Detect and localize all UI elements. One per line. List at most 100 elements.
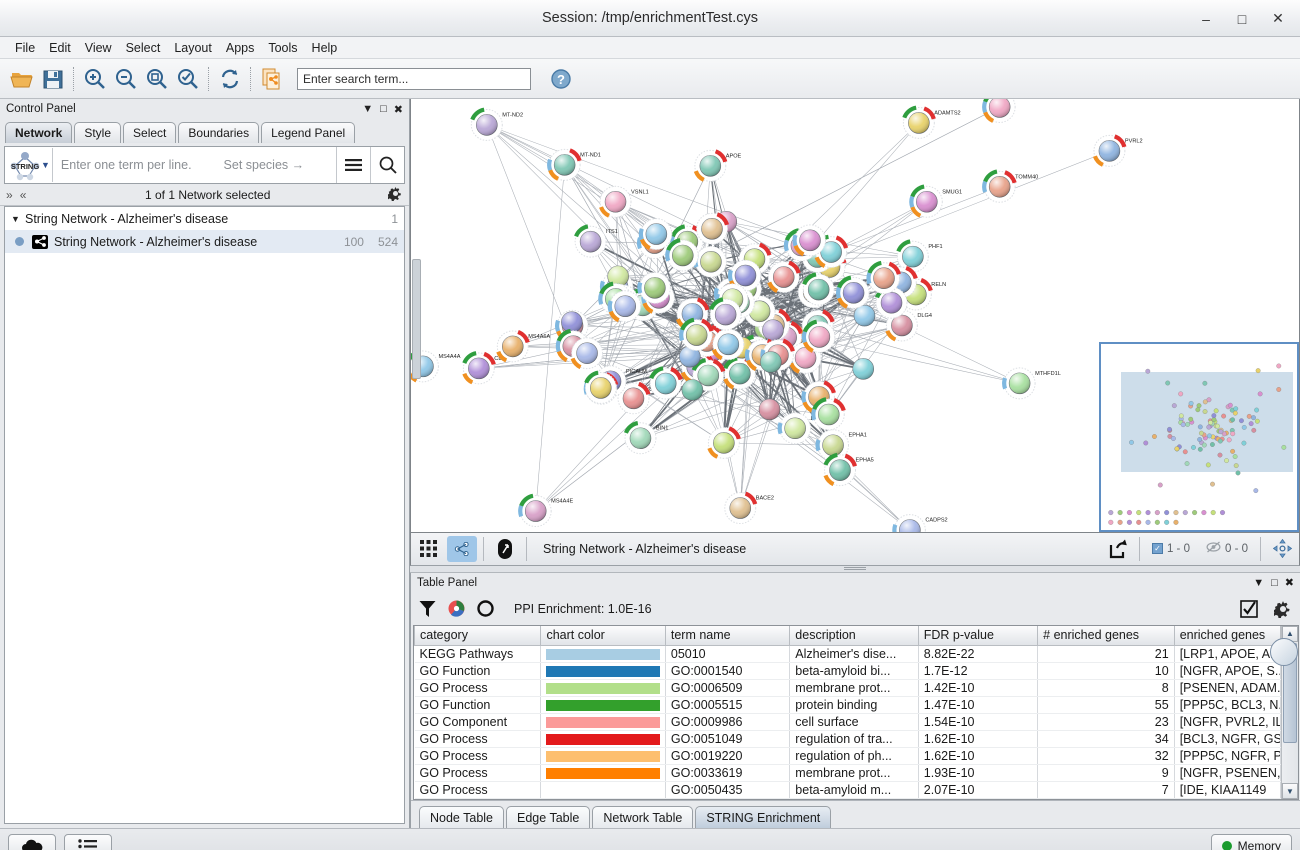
selected-node-counter[interactable]: ✓ 1 - 0 [1144,543,1198,555]
network-node[interactable]: TFAM [982,99,1030,123]
network-node[interactable] [561,311,583,333]
network-node[interactable] [853,304,876,327]
network-node[interactable]: VSNL1 [599,185,649,218]
network-node[interactable]: CADPS2 [892,514,948,533]
network-node[interactable] [758,398,781,421]
collapse-all-icon[interactable]: » [6,187,14,202]
panel-splitter[interactable] [410,565,1300,573]
control-panel-float-icon[interactable]: □ [380,103,387,115]
gear-icon[interactable] [387,186,403,204]
tab-boundaries[interactable]: Boundaries [178,122,260,143]
network-node[interactable] [875,285,908,319]
save-icon[interactable] [37,63,68,94]
network-node[interactable] [679,345,701,368]
network-node[interactable]: BIN1 [623,420,668,455]
minimap-viewport-rect[interactable] [1121,371,1293,472]
table-row[interactable]: GO Process GO:0050435 beta-amyloid m... 2.0… [414,781,1282,799]
tab-network-table[interactable]: Network Table [592,806,694,828]
tree-expand-caret-icon[interactable]: ▼ [11,213,20,224]
menu-apps[interactable]: Apps [225,40,255,55]
network-node[interactable]: MS4A6A [496,329,551,363]
table-row[interactable]: GO Function GO:0001540 beta-amyloid bi... 1… [414,662,1282,680]
column-header-description[interactable]: description [789,625,919,646]
maximize-button[interactable]: □ [1237,10,1247,27]
tab-legend-panel[interactable]: Legend Panel [261,122,356,143]
share-network-icon[interactable] [256,63,287,94]
network-node[interactable] [693,245,727,278]
network-node[interactable]: SMUG1 [909,184,962,218]
minimize-button[interactable]: – [1202,10,1210,27]
network-tree-group-row[interactable]: ▼ String Network - Alzheimer's disease 1 [5,207,404,230]
network-node[interactable]: ADAMTS2 [902,105,961,139]
column-header-fdr-p-value[interactable]: FDR p-value [917,625,1039,646]
zoom-in-icon[interactable] [79,63,110,94]
menu-layout[interactable]: Layout [174,40,212,55]
scrollbar-knob[interactable] [1270,637,1298,666]
gear-icon[interactable] [1274,600,1292,618]
table-row[interactable]: GO Process GO:0019220 regulation of ph... 1… [414,747,1282,765]
tab-select[interactable]: Select [123,122,177,143]
donut-chart-icon[interactable] [477,600,494,617]
hamburger-icon[interactable] [336,147,370,183]
menu-edit[interactable]: Edit [49,40,71,55]
table-row[interactable]: GO Process GO:0006509 membrane prot... 1.42… [414,679,1282,697]
pointer-icon[interactable] [490,536,520,562]
column-header-term-name[interactable]: term name [664,625,791,646]
help-icon[interactable]: ? [545,63,576,94]
zoom-out-icon[interactable] [110,63,141,94]
network-node[interactable] [665,238,699,272]
network-node[interactable] [637,271,671,304]
network-node[interactable] [801,319,836,353]
menu-file[interactable]: File [15,40,36,55]
table-panel-dropdown-icon[interactable]: ▼ [1253,576,1265,589]
menu-tools[interactable]: Tools [268,40,298,55]
menu-view[interactable]: View [84,40,112,55]
network-node[interactable] [638,218,673,251]
network-node[interactable] [709,297,742,331]
network-node[interactable] [607,265,629,288]
network-node[interactable]: MTHFD1L [1002,367,1061,400]
network-node[interactable]: PHF1 [896,239,943,273]
network-tree-item-row[interactable]: String Network - Alzheimer's disease 100… [5,230,404,253]
export-image-icon[interactable] [1103,536,1133,562]
network-node[interactable] [607,290,642,323]
network-node[interactable] [792,224,826,257]
network-node[interactable] [711,328,745,361]
network-node[interactable] [767,260,801,294]
table-vertical-scrollbar[interactable]: ▲ ▼ [1270,625,1298,799]
network-node[interactable] [836,275,870,309]
network-node[interactable] [811,397,846,431]
table-row[interactable]: GO Function GO:0005515 protein binding 1.47… [414,696,1282,714]
zoom-fit-selected-icon[interactable] [172,63,203,94]
hidden-node-counter[interactable]: 0 - 0 [1198,541,1256,556]
search-input[interactable]: Enter search term... [297,67,531,90]
string-term-input[interactable]: Enter one term per line. Set species → [53,158,336,172]
fit-content-icon[interactable] [1267,536,1297,562]
table-row[interactable]: GO Process GO:0033619 membrane prot... 1.93… [414,764,1282,782]
share-icon[interactable] [447,535,477,562]
network-canvas[interactable]: MT-ND2MT-ND1VSNL1GAB2ADAMTS2PVRL2SMUG1TO… [410,99,1300,533]
table-row[interactable]: GO Process GO:0051049 regulation of tra...… [414,730,1282,748]
network-node[interactable] [570,337,604,370]
table-row[interactable]: GO Component GO:0009986 cell surface 1.54E-… [414,713,1282,731]
tab-style[interactable]: Style [74,122,122,143]
list-icon[interactable] [64,834,112,850]
memory-status-button[interactable]: Memory [1210,834,1292,850]
zoom-fit-network-icon[interactable] [141,63,172,94]
pie-chart-icon[interactable] [448,600,465,617]
column-header-enriched-genes[interactable]: enriched genes [1173,625,1282,646]
filter-funnel-icon[interactable] [419,600,436,618]
tab-node-table[interactable]: Node Table [419,806,505,828]
network-node[interactable]: BACE2 [724,491,774,525]
string-species-caret-icon[interactable]: ▼ [41,160,50,170]
network-node[interactable] [707,426,741,459]
open-folder-icon[interactable] [6,63,37,94]
network-node[interactable] [696,212,729,245]
tab-string-enrichment[interactable]: STRING Enrichment [695,806,832,828]
network-node[interactable] [866,260,901,295]
cloud-icon[interactable] [8,834,56,850]
network-node[interactable] [675,297,710,330]
menu-select[interactable]: Select [125,40,161,55]
tab-edge-table[interactable]: Edge Table [506,806,591,828]
network-birds-eye-view[interactable] [1099,341,1299,532]
